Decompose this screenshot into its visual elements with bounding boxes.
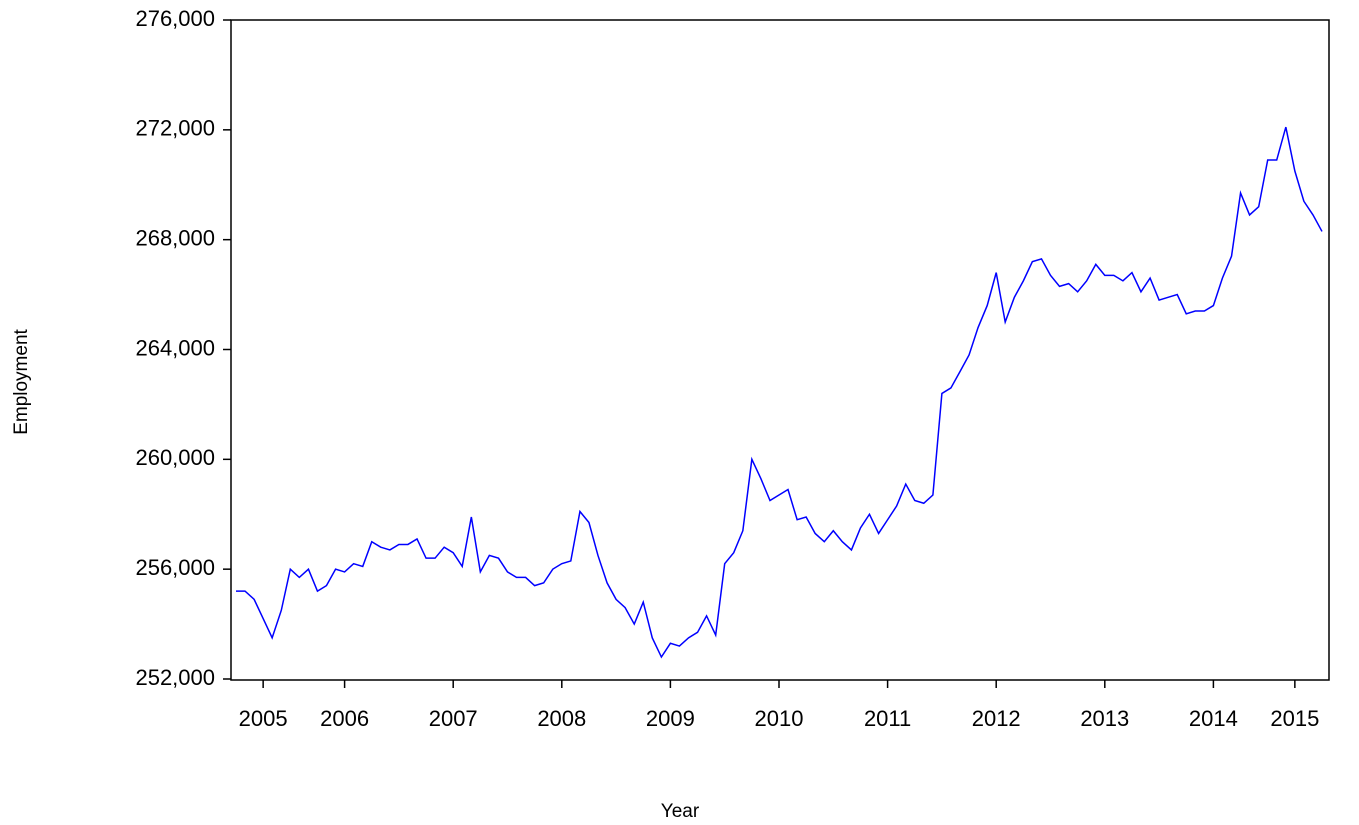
series-line xyxy=(236,126,1323,659)
y-tick-label: 276,000 xyxy=(135,6,215,31)
y-tick-label: 260,000 xyxy=(135,445,215,470)
x-tick-label: 2006 xyxy=(320,706,369,731)
x-tick-label: 2012 xyxy=(972,706,1021,731)
x-tick-label: 2008 xyxy=(537,706,586,731)
x-tick-label: 2009 xyxy=(646,706,695,731)
plot-frame xyxy=(230,19,1330,681)
x-tick-label: 2014 xyxy=(1189,706,1238,731)
y-axis-title: Employment xyxy=(11,328,32,434)
x-tick-label: 2015 xyxy=(1270,706,1319,731)
x-tick-label: 2010 xyxy=(755,706,804,731)
x-tick-label: 2005 xyxy=(239,706,288,731)
y-tick-label: 264,000 xyxy=(135,335,215,360)
x-tick-label: 2013 xyxy=(1080,706,1129,731)
y-tick-label: 252,000 xyxy=(135,665,215,690)
y-tick-label: 272,000 xyxy=(135,116,215,141)
y-tick-label: 256,000 xyxy=(135,555,215,580)
x-axis-title: Year xyxy=(661,801,700,822)
y-tick-label: 268,000 xyxy=(135,225,215,250)
x-tick-label: 2011 xyxy=(864,706,911,731)
x-tick-label: 2007 xyxy=(429,706,478,731)
